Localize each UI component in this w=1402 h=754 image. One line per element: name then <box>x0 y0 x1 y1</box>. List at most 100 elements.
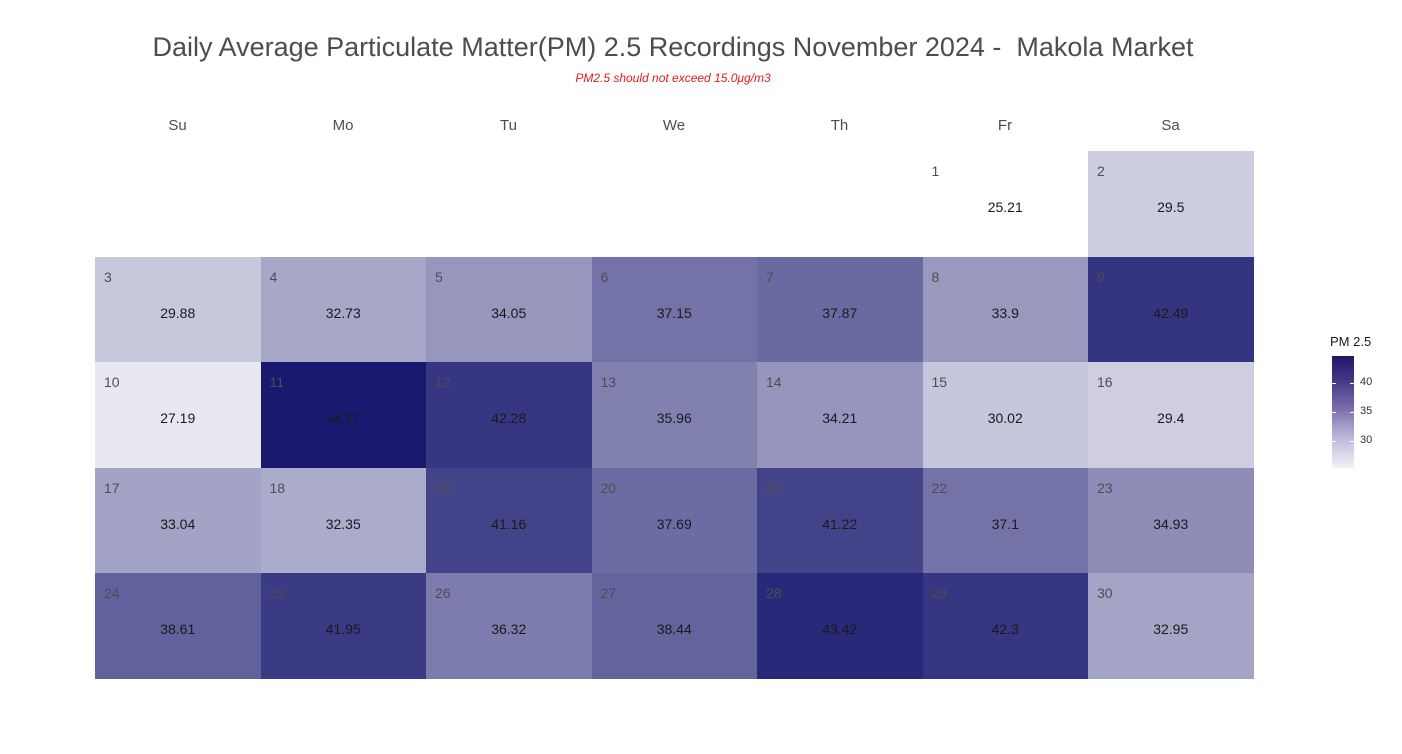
day-cell-15: 15 30.02 <box>922 362 1088 468</box>
day-value-label: 32.73 <box>325 304 361 321</box>
day-number: 27 <box>600 585 617 601</box>
day-value-label: 42.28 <box>491 410 527 426</box>
day-value-label: 30.02 <box>987 410 1023 426</box>
day-cell-14: 14 34.21 <box>757 362 923 468</box>
weekday-header-su: Su <box>168 117 187 134</box>
day-number: 26 <box>435 585 451 601</box>
day-value-label: 32.35 <box>325 515 361 532</box>
day-number: 5 <box>435 268 443 285</box>
day-value-label: 42.49 <box>1153 304 1189 321</box>
day-value-label: 41.22 <box>822 515 858 532</box>
day-number: 15 <box>931 374 948 390</box>
day-number: 8 <box>931 268 940 285</box>
day-cell-4: 4 32.73 <box>260 256 426 362</box>
day-number: 14 <box>766 374 782 390</box>
day-cell-28: 28 43.42 <box>757 573 923 679</box>
day-cell-5: 5 34.05 <box>426 256 592 362</box>
day-cell-24: 24 38.61 <box>95 573 261 679</box>
day-number: 18 <box>269 479 286 496</box>
day-cell-19: 19 41.16 <box>426 467 592 573</box>
day-number: 17 <box>104 479 120 496</box>
day-value-label: 34.05 <box>491 304 527 321</box>
day-cell-16: 16 29.4 <box>1088 362 1254 468</box>
day-number: 4 <box>269 268 278 285</box>
weekday-header-fr: Fr <box>997 117 1013 134</box>
day-value-label: 34.93 <box>1153 515 1189 532</box>
legend-title: PM 2.5 <box>1330 334 1372 349</box>
day-number: 11 <box>269 374 285 390</box>
day-value-label: 29.4 <box>1157 410 1185 426</box>
day-number: 3 <box>104 268 112 285</box>
day-number: 2 <box>1097 163 1105 179</box>
day-cell-18: 18 32.35 <box>260 467 426 573</box>
day-value-label: 37.1 <box>991 515 1019 532</box>
day-cell-17: 17 33.04 <box>95 467 261 573</box>
day-cell-2: 2 29.5 <box>1088 151 1254 257</box>
day-number: 9 <box>1097 268 1105 285</box>
day-value-label: 38.61 <box>160 621 196 637</box>
day-number: 24 <box>104 585 120 601</box>
day-number: 1 <box>931 163 940 179</box>
day-number: 16 <box>1097 374 1113 390</box>
day-number: 19 <box>435 479 451 496</box>
weekday-header-sa: Sa <box>1161 117 1180 134</box>
day-number: 25 <box>269 585 286 601</box>
legend-tick-label: 40 <box>1360 376 1373 389</box>
day-cell-27: 27 38.44 <box>591 573 757 679</box>
day-cell-22: 22 37.1 <box>922 467 1088 573</box>
day-value-label: 41.16 <box>491 515 527 532</box>
day-number: 20 <box>600 479 617 496</box>
day-value-label: 44.77 <box>325 410 361 426</box>
day-cell-20: 20 37.69 <box>591 467 757 573</box>
day-cell-9: 9 42.49 <box>1088 256 1254 362</box>
day-value-label: 43.42 <box>822 621 858 637</box>
day-value-label: 29.5 <box>1157 199 1185 215</box>
day-value-label: 33.04 <box>160 515 196 532</box>
day-number: 6 <box>600 268 609 285</box>
weekday-header-we: We <box>662 117 686 134</box>
day-value-label: 32.95 <box>1153 621 1189 637</box>
day-value-label: 29.88 <box>160 304 196 321</box>
legend-tick-label: 35 <box>1360 404 1373 417</box>
day-value-label: 36.32 <box>491 621 527 637</box>
day-number: 23 <box>1097 479 1113 496</box>
day-cell-13: 13 35.96 <box>591 362 757 468</box>
day-cell-30: 30 32.95 <box>1088 573 1254 679</box>
day-number: 28 <box>766 585 782 601</box>
day-value-label: 38.44 <box>656 621 692 637</box>
day-number: 7 <box>766 268 774 285</box>
day-value-label: 42.3 <box>991 621 1019 637</box>
day-cell-3: 3 29.88 <box>95 256 261 362</box>
day-cell-12: 12 42.28 <box>426 362 592 468</box>
day-cell-6: 6 37.15 <box>591 256 757 362</box>
day-number: 21 <box>766 479 782 496</box>
day-value-label: 37.15 <box>656 304 692 321</box>
chart-title: Daily Average Particulate Matter(PM) 2.5… <box>152 32 1194 62</box>
day-cell-23: 23 34.93 <box>1088 467 1254 573</box>
day-value-label: 27.19 <box>160 410 196 426</box>
day-cell-8: 8 33.9 <box>922 256 1088 362</box>
day-cell-11: 11 44.77 <box>260 362 426 468</box>
day-cell-29: 29 42.3 <box>922 573 1088 679</box>
day-value-label: 37.69 <box>656 515 692 532</box>
legend-tick-label: 30 <box>1360 433 1373 446</box>
day-value-label: 25.21 <box>987 199 1023 215</box>
day-cell-21: 21 41.22 <box>757 467 923 573</box>
day-cell-7: 7 37.87 <box>757 256 923 362</box>
day-number: 29 <box>931 585 948 601</box>
chart-subtitle: PM2.5 should not exceed 15.0μg/m3 <box>575 71 771 85</box>
day-cell-1: 1 25.21 <box>922 151 1088 257</box>
day-number: 12 <box>435 374 451 390</box>
weekday-header-th: Th <box>830 117 849 134</box>
day-value-label: 34.21 <box>822 410 858 426</box>
day-number: 22 <box>931 479 948 496</box>
day-cell-10: 10 27.19 <box>95 362 261 468</box>
day-number: 30 <box>1097 585 1113 601</box>
day-cell-26: 26 36.32 <box>426 573 592 679</box>
day-number: 10 <box>104 374 120 390</box>
day-value-label: 35.96 <box>656 410 692 426</box>
day-cell-25: 25 41.95 <box>260 573 426 679</box>
day-value-label: 37.87 <box>822 304 858 321</box>
day-number: 13 <box>600 374 617 390</box>
day-value-label: 33.9 <box>991 304 1019 321</box>
